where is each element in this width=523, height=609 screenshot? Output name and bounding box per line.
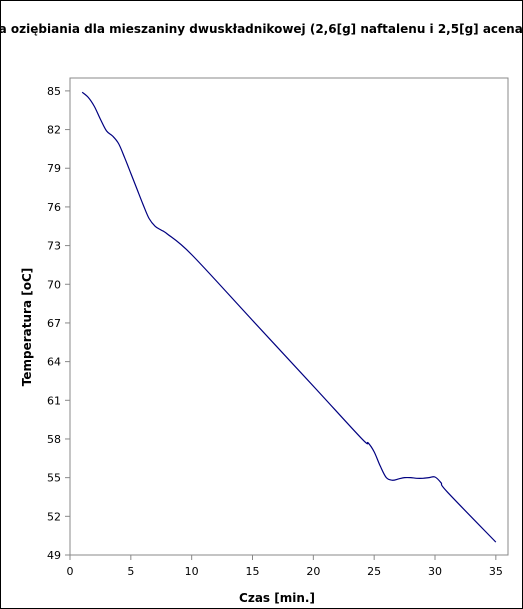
- y-tick-label: 79: [47, 162, 61, 175]
- plot-area: [69, 77, 509, 556]
- y-tick-label: 52: [47, 510, 61, 523]
- x-tick-label: 0: [67, 565, 74, 578]
- y-axis-label: Temperatura [oC]: [20, 268, 34, 386]
- x-tick-label: 30: [428, 565, 442, 578]
- y-tick-label: 61: [47, 394, 61, 407]
- x-axis-ticks: 0 5 10 15 20 25 30 35: [67, 555, 503, 578]
- y-tick-label: 85: [47, 85, 61, 98]
- y-axis-ticks: 49 52 55 58 61 64 67 70 73 76 79 82 85: [47, 85, 70, 562]
- y-tick-label: 82: [47, 124, 61, 137]
- y-tick-label: 67: [47, 317, 61, 330]
- x-tick-label: 10: [185, 565, 199, 578]
- x-tick-label: 15: [246, 565, 260, 578]
- y-tick-label: 49: [47, 549, 61, 562]
- chart-title: Krzywa oziębiania dla mieszaniny dwuskła…: [1, 22, 522, 36]
- x-tick-label: 5: [127, 565, 134, 578]
- y-tick-label: 64: [47, 356, 61, 369]
- x-axis-label: Czas [min.]: [239, 591, 315, 605]
- y-tick-label: 76: [47, 201, 61, 214]
- y-tick-label: 70: [47, 278, 61, 291]
- y-tick-label: 73: [47, 240, 61, 253]
- series-line: [81, 91, 497, 543]
- x-tick-label: 25: [367, 565, 381, 578]
- y-tick-label: 58: [47, 433, 61, 446]
- x-tick-label: 35: [489, 565, 503, 578]
- y-tick-label: 55: [47, 472, 61, 485]
- x-tick-label: 20: [306, 565, 320, 578]
